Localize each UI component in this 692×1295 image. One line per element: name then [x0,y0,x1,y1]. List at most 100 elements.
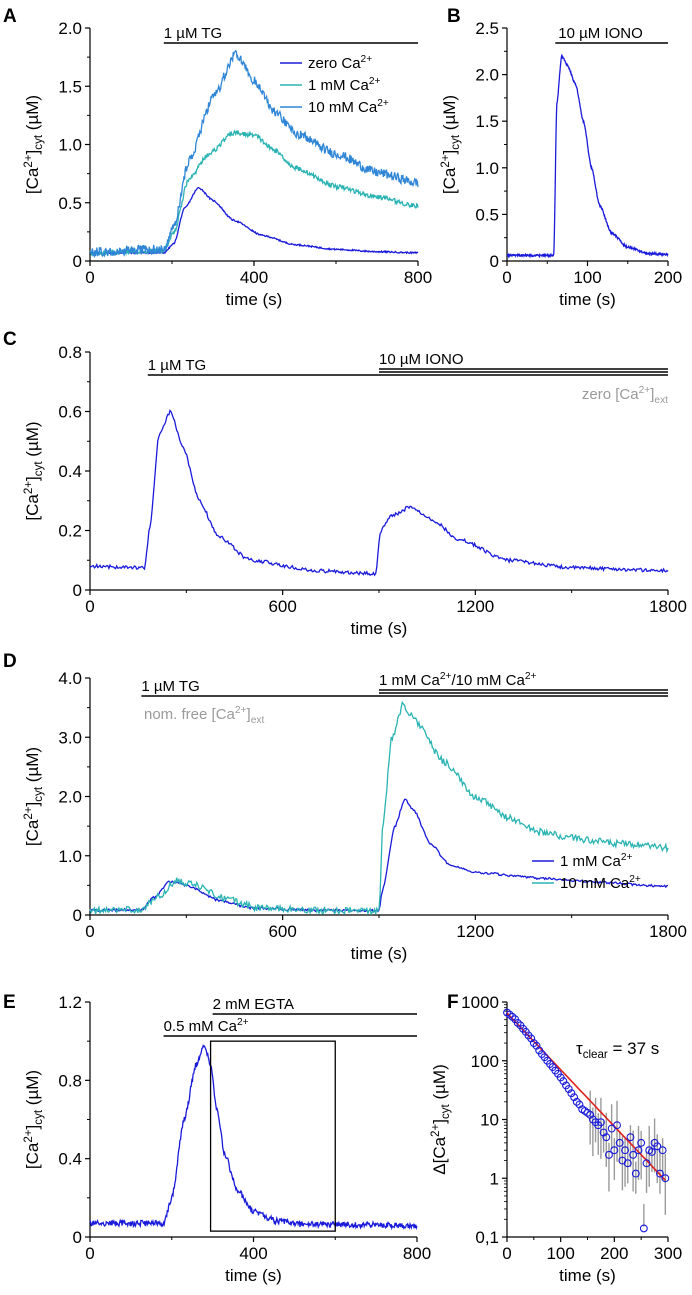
data-point [623,1159,632,1168]
y-tick-label: 4.0 [58,669,82,688]
legend-label: 10 mM Ca2+ [308,98,389,116]
data-point [588,1115,597,1124]
y-tick-label: 10 [480,1111,499,1130]
data-point [610,1146,619,1155]
y-axis-label: [Ca2+]cyt (µM) [23,1070,45,1169]
data-point [621,1146,630,1155]
data-point [567,1089,576,1098]
series-line-egta [89,1044,418,1231]
series-line-10-mm-ca2- [89,700,669,916]
x-tick-label: 0 [85,1244,94,1263]
series-line-zero-ca2- [89,186,419,255]
stimulus-label: 10 µM IONO [558,25,643,42]
x-tick-label: 600 [268,922,296,941]
x-tick-label: 0 [85,597,94,616]
y-tick-label: 1.5 [475,112,499,131]
legend-label: 10 mM Ca2+ [560,874,641,892]
data-point [572,1097,581,1106]
data-point [596,1118,605,1127]
x-tick-label: 800 [403,1244,431,1263]
data-point [647,1148,656,1156]
x-tick-label: 100 [573,268,601,287]
stimulus-label: 0.5 mM Ca2+ [164,1017,249,1035]
panel-e: E 0 400 800 0 0.4 0.8 1.2 time (s) [Ca2+]cyt (µM)… [3,992,431,1285]
y-axis-label: [Ca2+]cyt (µM) [23,747,45,846]
y-axis-label: [Ca2+]cyt (µM) [440,95,462,194]
y-tick-label: 1.5 [58,77,82,96]
x-tick-label: 100 [546,1244,574,1263]
y-tick-label: 1.0 [58,136,82,155]
x-tick-label: 1800 [649,597,687,616]
y-tick-label: 1000 [461,993,499,1012]
panel-letter-f: F [447,992,459,1013]
y-tick-label: 0.5 [58,194,82,213]
x-tick-label: 400 [239,1244,267,1263]
tau-annotation: τclear = 37 s [576,1039,659,1061]
series-line-10-mm-ca2- [89,49,419,259]
y-tick-label: 3.0 [58,728,82,747]
x-tick-label: 600 [268,597,296,616]
y-tick-label: 2.5 [475,19,499,38]
stimulus-label: 1 µM TG [141,678,199,695]
y-tick-label: 0 [73,252,82,271]
panel-letter-d: D [3,651,17,672]
x-tick-label: 300 [654,1244,682,1263]
series-line-iono [506,53,669,259]
data-point [631,1169,640,1178]
y-axis-label: [Ca2+]cyt (µM) [23,95,45,194]
panel-letter-c: C [3,329,17,350]
x-tick-label: 0 [502,268,511,287]
x-tick-label: 1200 [456,922,494,941]
y-tick-label: 2.0 [58,788,82,807]
panel-d: D 0 600 1200 1800 0 1.0 2.0 3.0 4.0 time (s) [Ca2+]… [3,651,687,963]
y-tick-label: 1 [490,1169,499,1188]
series-line-1-mm-ca2- [89,129,419,257]
x-tick-label: 0 [85,922,94,941]
data-point [564,1085,573,1093]
y-tick-label: 0.8 [58,343,82,362]
x-axis-label: time (s) [351,944,408,963]
y-tick-label: 0 [73,581,82,600]
y-tick-label: 0 [73,906,82,925]
data-point [653,1142,662,1151]
y-tick-label: 0.6 [58,403,82,422]
x-tick-label: 0 [85,268,94,287]
data-point [655,1169,664,1178]
stimulus-label: 1 mM Ca2+/10 mM Ca2+ [379,671,537,689]
y-tick-label: 2.0 [475,66,499,85]
panel-c: C 0 600 1200 1800 0 0.2 0.4 0.6 0.8 time (s) [Ca2+]… [3,329,687,638]
data-point [559,1077,568,1086]
legend-label: zero Ca2+ [308,54,372,72]
stimulus-label: 2 mM EGTA [213,996,294,1013]
y-tick-label: 1.2 [58,993,82,1012]
data-point [661,1174,670,1183]
y-axis-label: [Ca2+]cyt (µM) [23,421,45,520]
analysis-window-box [209,1040,336,1232]
y-tick-label: 1.0 [58,847,82,866]
panel-letter-a: A [3,6,17,27]
y-tick-label: 0 [73,1228,82,1247]
legend-label: 1 mM Ca2+ [560,852,633,870]
x-axis-label: time (s) [226,290,283,309]
data-point [629,1150,638,1159]
y-tick-label: 0.2 [58,522,82,541]
x-axis-label: time (s) [351,619,408,638]
data-point [626,1133,635,1142]
panel-b: B 0 100 200 0 0.5 1.0 1.5 2.0 2.5 time (s) [Ca2+]cy… [440,6,682,309]
x-tick-label: 1800 [649,922,687,941]
external-condition-label: zero [Ca2+]ext [582,385,668,406]
data-point [529,1039,538,1048]
y-tick-label: 0 [490,252,499,271]
panel-letter-e: E [3,992,16,1013]
data-point [634,1146,643,1155]
y-tick-label: 2.0 [58,19,82,38]
data-point [642,1159,651,1168]
y-tick-label: 100 [471,1052,499,1071]
x-tick-label: 0 [502,1244,511,1263]
data-point [658,1146,667,1155]
data-point [508,1012,517,1021]
stimulus-label: 1 µM TG [148,357,206,374]
y-tick-label: 0.4 [58,1150,82,1169]
panel-a: A 0 400 800 0 0.5 1.0 1.5 2.0 time (s) [Ca2+]cyt (… [3,6,432,309]
